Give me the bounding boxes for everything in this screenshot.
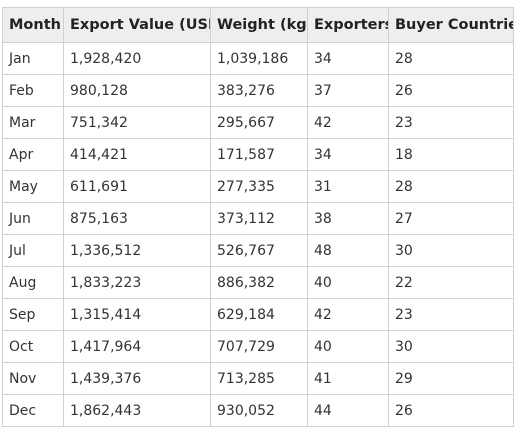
export-value-cell: 1,862,443 [63,394,211,427]
buyer-countries-cell: 23 [388,106,514,139]
exporters-cell: 40 [307,266,389,299]
month-cell: Sep [2,298,64,331]
column-header-export-value[interactable]: Export Value (USD) [63,7,211,43]
table-row: Feb 980,128 383,276 37 26 [2,74,514,107]
buyer-countries-cell: 23 [388,298,514,331]
weight-cell: 1,039,186 [210,42,308,75]
weight-cell: 295,667 [210,106,308,139]
exporters-cell: 48 [307,234,389,267]
export-value-cell: 1,315,414 [63,298,211,331]
month-cell: Dec [2,394,64,427]
export-value-cell: 1,928,420 [63,42,211,75]
month-cell: Feb [2,74,64,107]
exporters-cell: 34 [307,42,389,75]
export-value-cell: 1,336,512 [63,234,211,267]
buyer-countries-cell: 22 [388,266,514,299]
weight-cell: 526,767 [210,234,308,267]
buyer-countries-cell: 26 [388,394,514,427]
table-row: Sep 1,315,414 629,184 42 23 [2,298,514,331]
weight-cell: 629,184 [210,298,308,331]
table-row: Nov 1,439,376 713,285 41 29 [2,362,514,395]
exporters-cell: 34 [307,138,389,171]
table-row: Mar 751,342 295,667 42 23 [2,106,514,139]
data-table: Month Export Value (USD) Weight (kg) Exp… [2,7,514,427]
export-value-cell: 1,833,223 [63,266,211,299]
header-row: Month Export Value (USD) Weight (kg) Exp… [2,7,514,43]
buyer-countries-cell: 18 [388,138,514,171]
exporters-cell: 31 [307,170,389,203]
column-header-month[interactable]: Month [2,7,64,43]
table-row: May 611,691 277,335 31 28 [2,170,514,203]
table-body: Jan 1,928,420 1,039,186 34 28 Feb 980,128 383,2… [2,42,514,427]
weight-cell: 930,052 [210,394,308,427]
table-row: Apr 414,421 171,587 34 18 [2,138,514,171]
month-cell: Oct [2,330,64,363]
weight-cell: 277,335 [210,170,308,203]
export-value-cell: 875,163 [63,202,211,235]
export-value-cell: 980,128 [63,74,211,107]
exporters-cell: 41 [307,362,389,395]
month-cell: Mar [2,106,64,139]
column-header-exporters[interactable]: Exporters [307,7,389,43]
month-cell: Jan [2,42,64,75]
weight-cell: 373,112 [210,202,308,235]
exporters-cell: 44 [307,394,389,427]
buyer-countries-cell: 30 [388,234,514,267]
weight-cell: 383,276 [210,74,308,107]
weight-cell: 886,382 [210,266,308,299]
table-row: Oct 1,417,964 707,729 40 30 [2,330,514,363]
table-row: Aug 1,833,223 886,382 40 22 [2,266,514,299]
column-header-weight[interactable]: Weight (kg) [210,7,308,43]
table-header: Month Export Value (USD) Weight (kg) Exp… [2,7,514,43]
exporters-cell: 42 [307,106,389,139]
data-table-container: Month Export Value (USD) Weight (kg) Exp… [2,7,514,427]
buyer-countries-cell: 30 [388,330,514,363]
buyer-countries-cell: 29 [388,362,514,395]
export-value-cell: 611,691 [63,170,211,203]
buyer-countries-cell: 28 [388,42,514,75]
export-value-cell: 1,417,964 [63,330,211,363]
month-cell: Aug [2,266,64,299]
weight-cell: 713,285 [210,362,308,395]
table-row: Dec 1,862,443 930,052 44 26 [2,394,514,427]
exporters-cell: 42 [307,298,389,331]
buyer-countries-cell: 26 [388,74,514,107]
weight-cell: 707,729 [210,330,308,363]
export-value-cell: 1,439,376 [63,362,211,395]
month-cell: Apr [2,138,64,171]
month-cell: May [2,170,64,203]
month-cell: Nov [2,362,64,395]
month-cell: Jun [2,202,64,235]
export-value-cell: 414,421 [63,138,211,171]
buyer-countries-cell: 28 [388,170,514,203]
exporters-cell: 37 [307,74,389,107]
weight-cell: 171,587 [210,138,308,171]
buyer-countries-cell: 27 [388,202,514,235]
exporters-cell: 40 [307,330,389,363]
table-row: Jul 1,336,512 526,767 48 30 [2,234,514,267]
exporters-cell: 38 [307,202,389,235]
table-row: Jun 875,163 373,112 38 27 [2,202,514,235]
table-row: Jan 1,928,420 1,039,186 34 28 [2,42,514,75]
column-header-buyer-countries[interactable]: Buyer Countries [388,7,514,43]
export-value-cell: 751,342 [63,106,211,139]
month-cell: Jul [2,234,64,267]
